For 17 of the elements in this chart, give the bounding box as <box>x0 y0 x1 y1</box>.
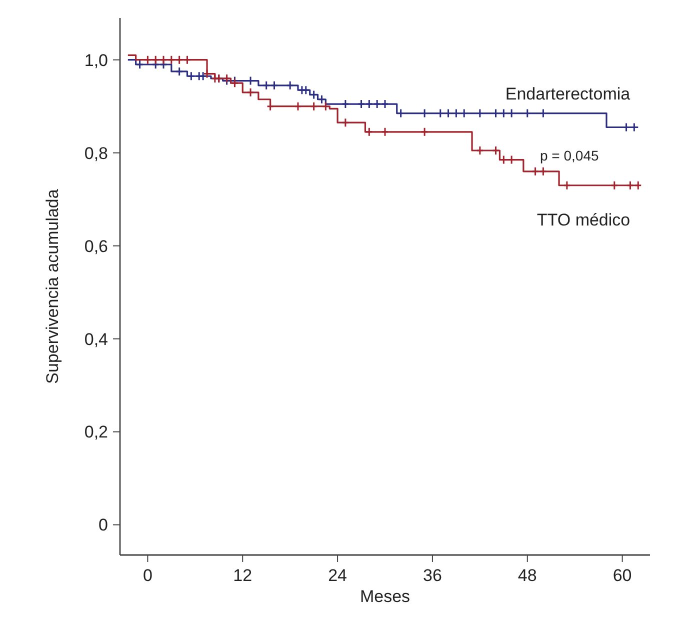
x-tick-label: 12 <box>233 566 252 585</box>
x-axis-title: Meses <box>360 587 410 606</box>
y-axis-title: Supervivencia acumulada <box>43 188 62 384</box>
x-tick-label: 0 <box>142 566 152 585</box>
y-tick-label: 0,8 <box>84 144 108 163</box>
x-tick-label: 48 <box>518 566 537 585</box>
x-tick-label: 24 <box>328 566 347 585</box>
y-tick-label: 0,4 <box>84 330 108 349</box>
annotation: p = 0,045 <box>540 147 599 164</box>
series-label: TTO médico <box>536 210 630 230</box>
y-tick-label: 0,2 <box>84 422 108 442</box>
x-tick-label: 60 <box>612 566 632 585</box>
series-label: Endarterectomia <box>505 84 631 104</box>
y-tick-label: 0 <box>98 516 108 535</box>
x-tick-label: 36 <box>423 566 442 585</box>
y-tick-label: 0,6 <box>84 236 108 256</box>
y-tick-label: 1,0 <box>84 50 108 70</box>
